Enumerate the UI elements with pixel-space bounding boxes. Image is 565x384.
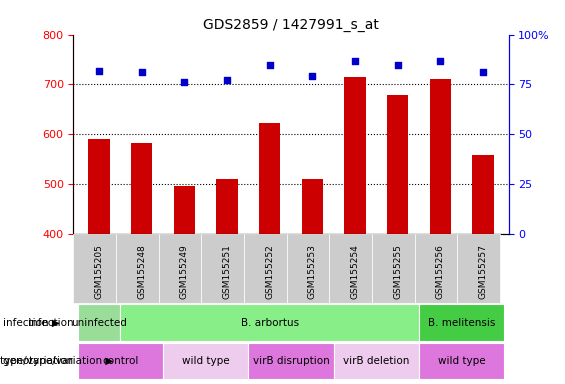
- FancyBboxPatch shape: [73, 234, 116, 303]
- FancyBboxPatch shape: [419, 343, 504, 379]
- Bar: [387, 96, 408, 234]
- Bar: [216, 179, 238, 234]
- Point: [223, 78, 232, 84]
- Text: genotype/variation ▶: genotype/variation ▶: [3, 356, 113, 366]
- FancyBboxPatch shape: [163, 343, 249, 379]
- Bar: [344, 78, 366, 234]
- Text: uninfected: uninfected: [71, 318, 127, 328]
- Text: GSM155256: GSM155256: [436, 245, 445, 300]
- FancyBboxPatch shape: [120, 304, 419, 341]
- Bar: [472, 155, 494, 234]
- Point: [265, 61, 274, 68]
- Text: infection ▶: infection ▶: [3, 318, 60, 328]
- FancyBboxPatch shape: [372, 234, 415, 303]
- Text: GSM155254: GSM155254: [350, 245, 359, 300]
- Text: GSM155248: GSM155248: [137, 245, 146, 300]
- Bar: [173, 186, 195, 234]
- Text: GSM155205: GSM155205: [94, 245, 103, 300]
- Point: [350, 58, 359, 64]
- FancyBboxPatch shape: [419, 304, 504, 341]
- Point: [308, 73, 317, 79]
- Point: [137, 70, 146, 76]
- Point: [479, 70, 488, 76]
- Text: virB disruption: virB disruption: [253, 356, 329, 366]
- Text: GSM155251: GSM155251: [223, 245, 232, 300]
- FancyBboxPatch shape: [159, 234, 201, 303]
- Text: wild type: wild type: [182, 356, 229, 366]
- Text: virB deletion: virB deletion: [343, 356, 410, 366]
- FancyBboxPatch shape: [78, 343, 163, 379]
- FancyBboxPatch shape: [333, 343, 419, 379]
- Text: B. arbortus: B. arbortus: [241, 318, 299, 328]
- Text: infection: infection: [28, 318, 73, 328]
- Text: wild type: wild type: [438, 356, 485, 366]
- Title: GDS2859 / 1427991_s_at: GDS2859 / 1427991_s_at: [203, 18, 379, 32]
- Point: [94, 68, 103, 74]
- Text: GSM155249: GSM155249: [180, 245, 189, 300]
- Text: genotype/variation: genotype/variation: [0, 356, 73, 366]
- Point: [180, 79, 189, 86]
- FancyBboxPatch shape: [249, 343, 333, 379]
- FancyBboxPatch shape: [457, 234, 500, 303]
- FancyBboxPatch shape: [116, 234, 159, 303]
- Text: GSM155252: GSM155252: [265, 245, 274, 300]
- Text: control: control: [102, 356, 138, 366]
- Point: [393, 61, 402, 68]
- Bar: [429, 79, 451, 234]
- Text: GSM155257: GSM155257: [479, 245, 488, 300]
- Text: GSM155253: GSM155253: [308, 245, 317, 300]
- Bar: [131, 143, 153, 234]
- FancyBboxPatch shape: [415, 234, 457, 303]
- Text: GSM155255: GSM155255: [393, 245, 402, 300]
- FancyBboxPatch shape: [244, 234, 286, 303]
- Bar: [302, 179, 323, 234]
- FancyBboxPatch shape: [78, 304, 120, 341]
- FancyBboxPatch shape: [201, 234, 244, 303]
- Bar: [259, 123, 280, 234]
- FancyBboxPatch shape: [329, 234, 372, 303]
- Bar: [88, 139, 110, 234]
- FancyBboxPatch shape: [286, 234, 329, 303]
- Text: B. melitensis: B. melitensis: [428, 318, 496, 328]
- Point: [436, 58, 445, 64]
